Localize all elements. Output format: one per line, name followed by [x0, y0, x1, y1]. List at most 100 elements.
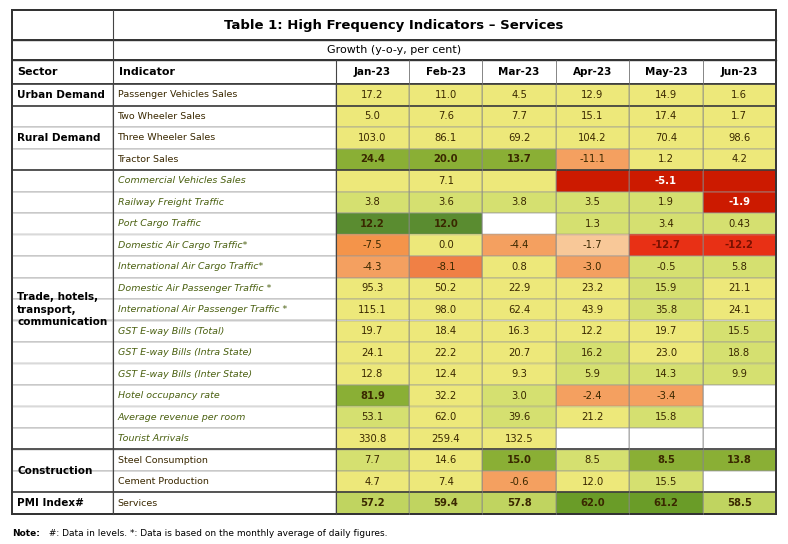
Text: 98.0: 98.0: [435, 305, 457, 315]
Bar: [336, 191, 409, 213]
Text: Table 1: High Frequency Indicators – Services: Table 1: High Frequency Indicators – Ser…: [225, 18, 563, 32]
Text: -1.7: -1.7: [583, 240, 602, 250]
Text: 15.0: 15.0: [507, 455, 532, 465]
Bar: [556, 299, 630, 320]
Text: 104.2: 104.2: [578, 133, 607, 143]
Text: GST E-way Bills (Total): GST E-way Bills (Total): [117, 327, 224, 336]
Text: 20.0: 20.0: [433, 154, 458, 164]
Bar: [556, 127, 630, 149]
Bar: [409, 320, 482, 342]
Text: Commercial Vehicles Sales: Commercial Vehicles Sales: [117, 176, 245, 186]
Text: 22.2: 22.2: [435, 348, 457, 358]
Bar: [556, 492, 630, 514]
Text: 23.0: 23.0: [655, 348, 677, 358]
Text: Railway Freight Traffic: Railway Freight Traffic: [117, 198, 224, 207]
Bar: [409, 127, 482, 149]
Bar: [12, 127, 113, 149]
Bar: [409, 84, 482, 106]
Text: 115.1: 115.1: [358, 305, 387, 315]
Bar: [556, 149, 630, 170]
Bar: [703, 406, 776, 428]
Bar: [556, 449, 630, 471]
Text: 12.0: 12.0: [582, 477, 604, 487]
Bar: [482, 277, 556, 299]
Bar: [556, 406, 630, 428]
Text: 1.6: 1.6: [731, 90, 747, 100]
Bar: [113, 449, 336, 471]
Text: 7.6: 7.6: [438, 112, 454, 121]
Text: -4.4: -4.4: [510, 240, 529, 250]
Text: 22.9: 22.9: [508, 283, 530, 293]
Text: Feb-23: Feb-23: [426, 67, 466, 77]
Text: Trade, hotels,
transport,
communication: Trade, hotels, transport, communication: [17, 292, 107, 327]
Bar: [556, 84, 630, 106]
Bar: [703, 170, 776, 191]
Text: 35.8: 35.8: [655, 305, 677, 315]
Bar: [409, 170, 482, 191]
Bar: [12, 256, 113, 277]
Bar: [336, 471, 409, 492]
Text: 16.3: 16.3: [508, 326, 530, 336]
Text: 1.7: 1.7: [731, 112, 747, 121]
Bar: [12, 84, 113, 106]
Text: 50.2: 50.2: [435, 283, 457, 293]
Bar: [482, 234, 556, 256]
Text: 86.1: 86.1: [435, 133, 457, 143]
Bar: [703, 234, 776, 256]
Bar: [482, 406, 556, 428]
Bar: [409, 492, 482, 514]
Bar: [482, 84, 556, 106]
Text: Rural Demand: Rural Demand: [17, 133, 101, 143]
Text: 57.8: 57.8: [507, 498, 532, 508]
Bar: [336, 127, 409, 149]
Bar: [556, 213, 630, 234]
Bar: [113, 471, 336, 492]
Text: -3.4: -3.4: [656, 391, 675, 401]
Bar: [630, 213, 703, 234]
Text: 330.8: 330.8: [359, 434, 386, 444]
Text: 18.8: 18.8: [728, 348, 750, 358]
Text: 7.7: 7.7: [364, 455, 381, 465]
Bar: [336, 84, 409, 106]
Bar: [12, 277, 113, 299]
Text: International Air Passenger Traffic *: International Air Passenger Traffic *: [117, 305, 287, 314]
Text: 12.2: 12.2: [360, 219, 385, 228]
Text: 14.3: 14.3: [655, 369, 677, 379]
Text: 81.9: 81.9: [360, 391, 385, 401]
Bar: [482, 428, 556, 449]
Text: 3.5: 3.5: [585, 197, 600, 207]
Text: Tractor Sales: Tractor Sales: [117, 154, 179, 164]
Text: 9.3: 9.3: [511, 369, 527, 379]
Bar: [12, 149, 113, 170]
Bar: [482, 342, 556, 363]
Bar: [12, 10, 776, 40]
Text: Passenger Vehicles Sales: Passenger Vehicles Sales: [117, 90, 237, 99]
Text: 15.5: 15.5: [655, 477, 677, 487]
Bar: [482, 127, 556, 149]
Text: 1.2: 1.2: [658, 154, 674, 164]
Bar: [12, 363, 113, 385]
Bar: [556, 170, 630, 191]
Text: 15.5: 15.5: [728, 326, 750, 336]
Bar: [409, 299, 482, 320]
Bar: [12, 40, 776, 60]
Bar: [336, 449, 409, 471]
Bar: [409, 256, 482, 277]
Bar: [12, 385, 113, 406]
Text: 8.5: 8.5: [585, 455, 600, 465]
Text: 32.2: 32.2: [435, 391, 457, 401]
Bar: [482, 492, 556, 514]
Text: 259.4: 259.4: [432, 434, 460, 444]
Bar: [703, 363, 776, 385]
Text: Note:: Note:: [12, 529, 40, 538]
Bar: [336, 277, 409, 299]
Bar: [409, 428, 482, 449]
Text: 3.8: 3.8: [511, 197, 527, 207]
Text: 13.8: 13.8: [727, 455, 752, 465]
Bar: [409, 213, 482, 234]
Bar: [12, 299, 113, 320]
Bar: [409, 363, 482, 385]
Bar: [336, 406, 409, 428]
Bar: [482, 106, 556, 127]
Text: 16.2: 16.2: [582, 348, 604, 358]
